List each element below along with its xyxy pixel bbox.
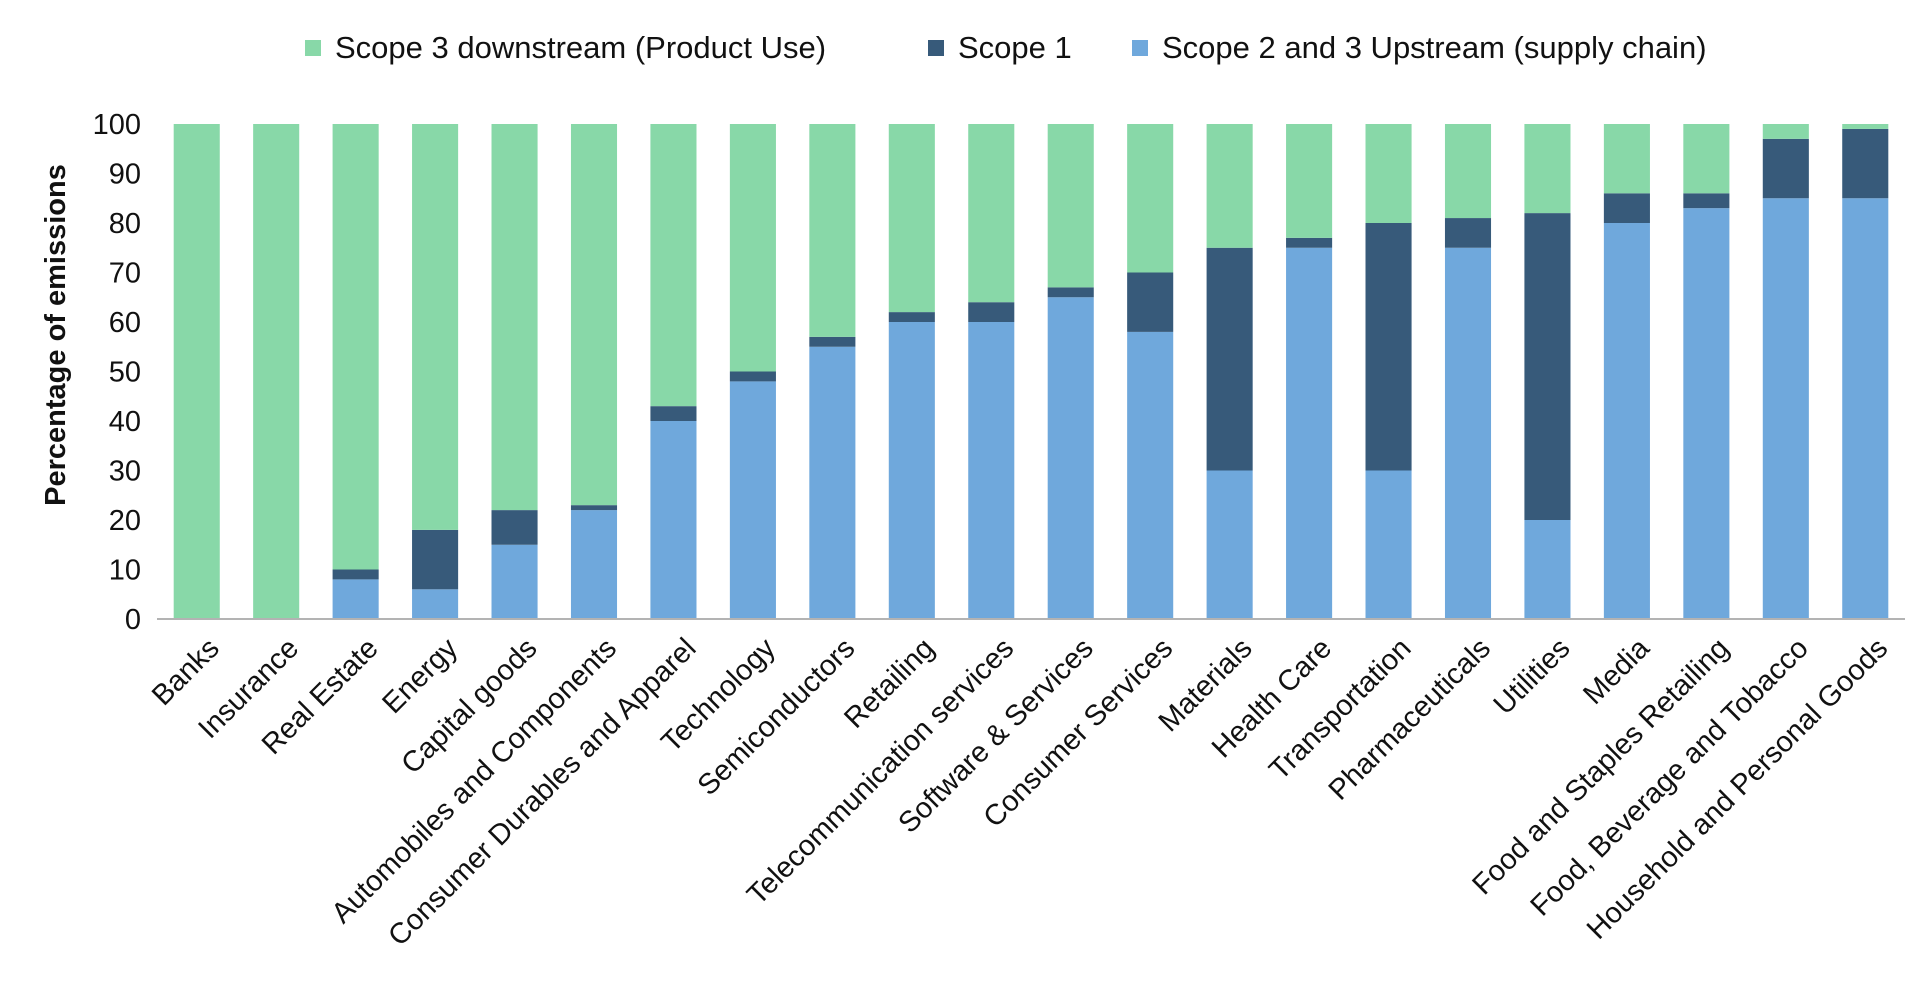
x-category-label: Automobiles and Components: [326, 632, 623, 929]
y-axis-title: Percentage of emissions: [40, 164, 72, 506]
bar-segment-scope1: [1842, 128, 1889, 199]
legend-item-scope2-3-upstream: Scope 2 and 3 Upstream (supply chain): [1132, 30, 1707, 66]
bar-segment-scope1: [1127, 272, 1174, 332]
bar-segment-downstream: [491, 124, 538, 511]
y-tick-label: 0: [125, 604, 141, 636]
bar-segment-downstream: [1286, 124, 1333, 238]
bar-segment-downstream: [570, 124, 618, 506]
x-category-label: Utilities: [1488, 632, 1577, 721]
bar-segment-scope1: [888, 312, 935, 322]
bar-segment-downstream: [888, 124, 935, 313]
y-tick-label: 80: [109, 208, 141, 240]
x-category-label: Capital goods: [395, 632, 543, 780]
bar-segment-downstream: [1762, 124, 1809, 139]
bar-segment-upstream: [1047, 297, 1094, 619]
bar-segment-scope1: [1286, 237, 1333, 248]
bar-segment-downstream: [1206, 124, 1253, 248]
bar-segment-upstream: [570, 510, 618, 619]
bar-segment-scope1: [332, 569, 379, 580]
bar-segment-scope1: [809, 336, 856, 347]
bar-segment-upstream: [968, 322, 1015, 619]
legend-label-scope3-downstream: Scope 3 downstream (Product Use): [335, 30, 827, 65]
bar-segment-upstream: [332, 579, 379, 619]
bars-group: [173, 124, 1889, 619]
bar-segment-downstream: [1047, 124, 1094, 288]
chart-legend: Scope 3 downstream (Product Use) Scope 1…: [0, 30, 1924, 70]
y-tick-label: 10: [109, 555, 141, 587]
bar-segment-upstream: [491, 544, 538, 619]
bar-segment-scope1: [650, 406, 697, 421]
x-category-label: Media: [1577, 632, 1656, 711]
y-tick-label: 20: [109, 505, 141, 537]
y-tick-label: 70: [109, 258, 141, 290]
bar-segment-downstream: [1444, 124, 1492, 219]
bar-segment-downstream: [1127, 124, 1174, 273]
bar-segment-scope1: [968, 302, 1015, 322]
bar-segment-upstream: [1127, 331, 1174, 619]
bar-segment-downstream: [968, 124, 1015, 303]
y-ticks-group: 0 10 20 30 40 50 60 70 80 90 100: [93, 109, 141, 636]
bar-segment-downstream: [1603, 124, 1650, 194]
bar-segment-downstream: [729, 124, 776, 372]
x-category-label: Transportation: [1263, 632, 1417, 786]
legend-label-scope1: Scope 1: [958, 30, 1072, 65]
bar-segment-upstream: [1365, 470, 1412, 619]
bar-segment-upstream: [1524, 520, 1571, 619]
bar-segment-upstream: [650, 421, 697, 619]
legend-label-scope2-3-upstream: Scope 2 and 3 Upstream (supply chain): [1162, 30, 1707, 65]
bar-segment-upstream: [412, 589, 459, 619]
bar-segment-downstream: [1842, 124, 1889, 129]
bar-segment-scope1: [1047, 287, 1094, 298]
legend-swatch-scope1: [928, 40, 944, 56]
legend-item-scope1: Scope 1: [928, 30, 1072, 66]
bar-segment-upstream: [1842, 198, 1889, 619]
bar-segment-upstream: [1206, 470, 1253, 619]
bar-segment-upstream: [729, 381, 776, 619]
bar-segment-scope1: [1206, 247, 1253, 471]
y-tick-label: 60: [109, 307, 141, 339]
y-tick-label: 100: [93, 109, 141, 141]
bar-segment-downstream: [173, 124, 220, 619]
bar-segment-downstream: [1683, 124, 1730, 194]
y-tick-label: 90: [109, 159, 141, 191]
bar-segment-downstream: [253, 124, 300, 619]
bar-segment-downstream: [412, 124, 459, 530]
bar-segment-downstream: [809, 124, 856, 337]
bar-segment-downstream: [1524, 124, 1571, 214]
bar-segment-scope1: [1603, 193, 1650, 223]
bar-segment-upstream: [1762, 198, 1809, 619]
y-tick-label: 30: [109, 456, 141, 488]
bar-segment-scope1: [491, 510, 538, 545]
bar-segment-upstream: [888, 322, 935, 619]
bar-segment-scope1: [1683, 193, 1730, 209]
bar-segment-downstream: [332, 124, 379, 570]
bar-segment-scope1: [570, 505, 618, 511]
bar-segment-upstream: [1444, 247, 1492, 619]
bar-segment-scope1: [1444, 218, 1492, 248]
bar-segment-scope1: [1365, 223, 1412, 471]
bar-segment-upstream: [1603, 223, 1650, 619]
bar-segment-scope1: [729, 371, 776, 382]
y-tick-label: 40: [109, 406, 141, 438]
legend-item-scope3-downstream: Scope 3 downstream (Product Use): [305, 30, 826, 66]
legend-swatch-scope2-3-upstream: [1132, 40, 1148, 56]
bar-segment-scope1: [412, 529, 459, 590]
bar-segment-downstream: [1365, 124, 1412, 223]
bar-segment-upstream: [1286, 247, 1333, 619]
bar-segment-scope1: [1762, 138, 1809, 199]
y-tick-label: 50: [109, 357, 141, 389]
bar-segment-downstream: [650, 124, 697, 407]
bar-segment-upstream: [809, 346, 856, 619]
bar-segment-scope1: [1524, 213, 1571, 520]
legend-swatch-scope3-downstream: [305, 40, 321, 56]
bar-segment-upstream: [1683, 208, 1730, 619]
